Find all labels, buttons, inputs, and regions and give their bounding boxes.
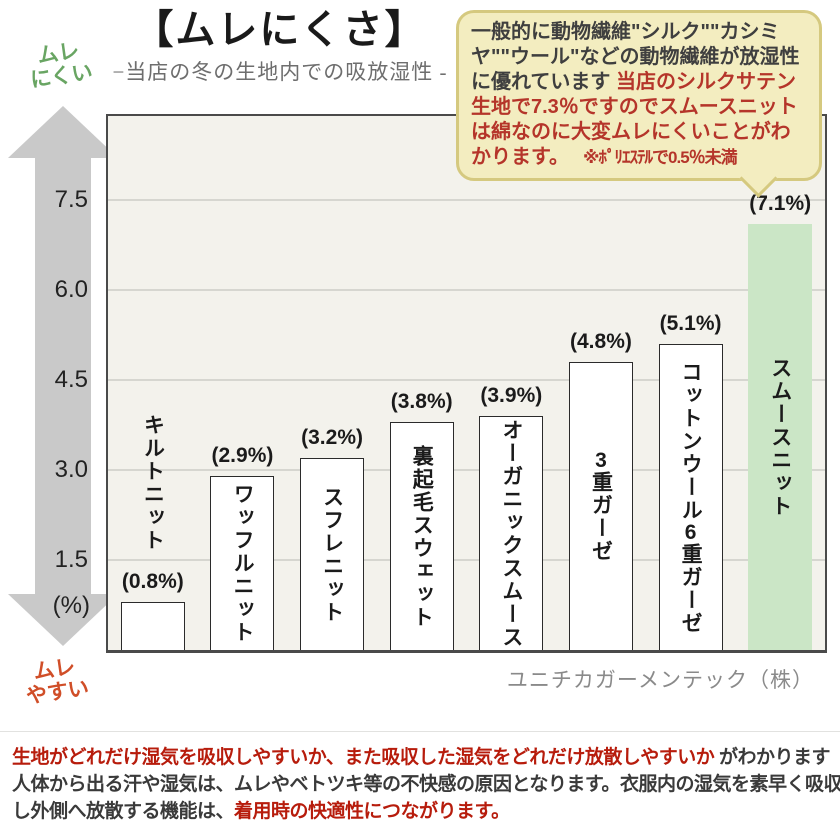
gridline-6.0 <box>108 289 825 291</box>
page-subtitle: −当店の冬の生地内での吸放湿性 - <box>112 60 448 84</box>
page-title: 【ムレにくさ】 <box>133 7 427 52</box>
bar-value-label-3: (3.8%) <box>390 390 453 413</box>
gridline-7.5 <box>108 199 825 201</box>
gridline-4.5 <box>108 379 825 381</box>
bar-0 <box>120 602 185 650</box>
arrow-up-head <box>8 106 118 158</box>
footer-description: 生地がどれだけ湿気を吸収しやすいか、また吸収した湿気をどれだけ放散しやすいか が… <box>12 744 840 825</box>
footer-line-1: 生地がどれだけ湿気を吸収しやすいか、また吸収した湿気をどれだけ放散しやすいか が… <box>12 744 836 771</box>
bar-3: 裏起毛スウェット <box>389 422 454 650</box>
bar-value-label-6: (5.1%) <box>659 312 722 335</box>
plot-area: キルトニット (0.8%) ワッフルニット (2.9%) スフレニット (3.2%) 裏起毛… <box>106 114 827 653</box>
bar-5: 3重ガーゼ <box>568 362 633 650</box>
footer-segment: 生地がどれだけ湿気を吸収しやすいか、また吸収した湿気をどれだけ放散しやすいか <box>12 747 715 768</box>
bar-slot-0: キルトニット (0.8%) <box>108 116 198 650</box>
bar-value-label-0: (0.8%) <box>121 570 184 593</box>
footer-divider <box>0 731 840 732</box>
bar-2: スフレニット <box>300 458 365 650</box>
chart-header: 【ムレにくさ】 −当店の冬の生地内での吸放湿性 - <box>60 6 500 86</box>
footer-line-3: し外側へ放散する機能は、着用時の快適性につながります。 <box>12 798 836 825</box>
gridline-1.5 <box>108 559 825 561</box>
bar-label-5: 3重ガーゼ <box>589 450 613 563</box>
annotation-bubble: 一般的に動物繊維"シルク""カシミヤ""ウール"などの動物繊維が放湿性に優れてい… <box>456 10 822 198</box>
bubble-text-dark: 一般的に動物繊維"シルク""カシミヤ""ウール"などの動物繊維が放湿性に優れてい… <box>471 21 800 93</box>
y-axis-ticks: 7.5 6.0 4.5 3.0 1.5 (%) <box>0 116 98 650</box>
bubble-text-red: 当店のシルクサテン生地で7.3％ですのでスムースニットは綿なのに大変ムレにくいこ… <box>471 71 798 168</box>
footer-segment: 人体から出る汗や湿気は、ムレやベトツキ等の不快感の原因となります。衣服内の湿気を… <box>12 774 840 795</box>
bar-slot-6: コットンウール6重ガーゼ (5.1%) <box>646 116 736 650</box>
bar-1: ワッフルニット <box>210 476 275 650</box>
y-axis-unit-label: (%) <box>52 592 90 619</box>
footer-segment: し外側へ放散する機能は、 <box>12 801 235 822</box>
y-tick-6.0: 6.0 <box>54 276 88 303</box>
bar-4: オーガニックスムース <box>479 416 544 650</box>
y-tick-3.0: 3.0 <box>54 456 88 483</box>
bar-label-3: 裏起毛スウェット <box>410 444 434 629</box>
arrow-shaft <box>35 156 91 596</box>
footer-segment: 着用時の快適性につながります。 <box>234 801 510 822</box>
bar-label-1: ワッフルニット <box>230 483 254 644</box>
bar-value-label-4: (3.9%) <box>480 384 543 407</box>
bar-label-6: コットンウール6重ガーゼ <box>679 360 703 635</box>
bar-value-label-5: (4.8%) <box>570 330 632 353</box>
bar-label-0: キルトニット <box>141 414 165 552</box>
y-tick-7.5: 7.5 <box>54 186 88 213</box>
bar-slot-5: 3重ガーゼ (4.8%) <box>556 116 646 650</box>
bar-slot-2: スフレニット (3.2%) <box>287 116 377 650</box>
axis-label-mure-yasui: ムレ やすい <box>0 650 115 711</box>
footer-segment: がわかります <box>714 747 831 768</box>
gridline-3.0 <box>108 469 825 471</box>
bar-6: コットンウール6重ガーゼ <box>658 344 723 650</box>
bar-7: スムースニット <box>748 224 813 650</box>
arrow-down-head <box>8 594 118 646</box>
bars-container: キルトニット (0.8%) ワッフルニット (2.9%) スフレニット (3.2%) 裏起毛… <box>108 116 825 650</box>
bar-slot-7: スムースニット (7.1%) <box>735 116 825 650</box>
bar-value-label-2: (3.2%) <box>301 426 363 449</box>
bar-label-7: スムースニット <box>768 356 792 518</box>
bar-value-label-7: (7.1%) <box>749 192 812 215</box>
bubble-note: ※ﾎﾟﾘｴｽﾃﾙで0.5％未満 <box>583 148 738 167</box>
y-tick-1.5: 1.5 <box>54 546 88 573</box>
bar-slot-1: ワッフルニット (2.9%) <box>198 116 288 650</box>
bar-label-4: オーガニックスムース <box>499 418 523 649</box>
footer-line-2: 人体から出る汗や湿気は、ムレやベトツキ等の不快感の原因となります。衣服内の湿気を… <box>12 771 840 798</box>
bar-slot-4: オーガニックスムース (3.9%) <box>467 116 557 650</box>
y-tick-4.5: 4.5 <box>54 366 88 393</box>
bar-label-2: スフレニット <box>320 485 344 624</box>
bar-slot-3: 裏起毛スウェット (3.8%) <box>377 116 467 650</box>
data-source-credit: ユニチカガーメンテック（株） <box>506 668 814 692</box>
bar-value-label-1: (2.9%) <box>211 444 274 467</box>
